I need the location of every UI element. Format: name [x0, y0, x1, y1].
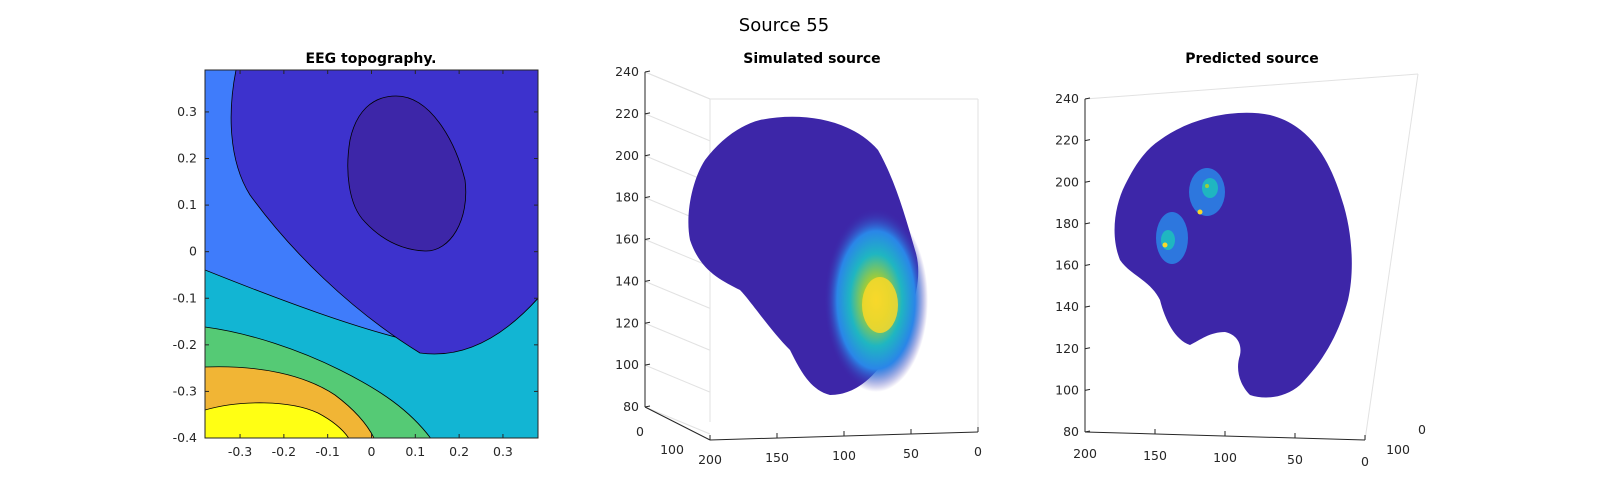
predicted-hotspot-peak-1: [1197, 209, 1203, 215]
x-tick-label: 50: [903, 446, 919, 461]
predicted-hotspot-peak-3: [1205, 184, 1209, 188]
z-tick: [644, 70, 651, 73]
topo-xtick-label: -0.2: [272, 444, 296, 459]
z-tick-label: 120: [1055, 341, 1079, 356]
box-grid-z: [644, 406, 711, 435]
y-tick-label: 0: [1418, 422, 1426, 437]
z-tick-label: 80: [1063, 424, 1079, 439]
x-tick-label: 200: [1073, 446, 1097, 461]
topo-ytick-label: -0.3: [173, 383, 197, 398]
box-grid-z: [644, 71, 711, 100]
z-tick: [644, 405, 651, 408]
z-tick-label: 100: [615, 357, 639, 372]
box-grid-z: [644, 280, 711, 309]
topo-ytick-label: 0.1: [177, 197, 197, 212]
z-tick: [1084, 430, 1091, 433]
predicted-hotspot-lower-core: [1161, 230, 1175, 250]
z-tick: [1084, 139, 1091, 142]
contour-level-5: [205, 402, 350, 438]
z-tick-label: 160: [1055, 258, 1079, 273]
z-tick: [1084, 388, 1091, 391]
simulated-ticks: 80 100 120 140 160 180 200 220 240 200 150 100 50 0 0 1…: [615, 64, 982, 467]
topography-ticks: -0.3 -0.2 -0.1 0 0.1 0.2 0.3 -0.4 -0.3 -0.2 -0.1 0 0…: [173, 70, 538, 459]
topo-xtick-label: 0.3: [493, 444, 513, 459]
z-tick: [644, 238, 651, 240]
z-tick: [644, 363, 651, 366]
box-grid-z: [644, 364, 711, 393]
z-tick: [1084, 347, 1091, 350]
topography-panel: EEG topography. -0.3 -0.2 -0.1 0 0.1 0.2 0.3-0…: [173, 51, 539, 459]
topo-xtick-label: 0.1: [405, 444, 425, 459]
box-grid-z: [644, 113, 711, 142]
z-tick-label: 200: [1055, 174, 1079, 189]
z-tick: [644, 321, 651, 324]
predicted-source-panel: Predicted source 80 100 120 140 160 180 200 220…: [1055, 51, 1426, 469]
box-right-edge: [1364, 73, 1419, 441]
z-tick-label: 220: [615, 106, 639, 121]
topo-ytick-label: 0: [189, 244, 197, 259]
z-tick: [1084, 264, 1091, 266]
z-tick: [1084, 222, 1091, 225]
predicted-hotspot-upper-core: [1202, 178, 1218, 198]
topo-xtick-label: 0.2: [449, 444, 469, 459]
y-axis-line: [644, 406, 711, 441]
x-tick-label: 0: [1361, 454, 1369, 469]
z-tick-label: 220: [1055, 133, 1079, 148]
z-tick-label: 100: [1055, 382, 1079, 397]
z-tick-label: 120: [615, 315, 639, 330]
topo-xtick-label: 0: [368, 444, 376, 459]
figure-title: Source 55: [739, 15, 829, 36]
topography-title: EEG topography.: [306, 51, 437, 67]
z-tick-label: 240: [615, 64, 639, 79]
x-tick-label: 200: [698, 452, 722, 467]
x-tick-label: 150: [1143, 448, 1167, 463]
topo-xtick-label: -0.3: [228, 444, 252, 459]
simulated-source-panel: Simulated source 80 100 120 140 160 180 200 220…: [615, 51, 982, 467]
topography-contours: [205, 70, 538, 438]
predicted-brain-body: [1114, 112, 1352, 398]
z-tick-label: 160: [615, 232, 639, 247]
y-tick-label: 0: [636, 424, 644, 439]
topo-xtick-label: -0.1: [315, 444, 339, 459]
x-tick-label: 0: [974, 444, 982, 459]
topo-ytick-label: 0.3: [177, 104, 197, 119]
z-tick: [644, 154, 651, 157]
y-tick-label: 100: [660, 442, 684, 457]
predicted-source-title: Predicted source: [1185, 51, 1318, 67]
predicted-hotspot: [1156, 168, 1225, 264]
z-tick-label: 240: [1055, 91, 1079, 106]
z-tick-label: 80: [623, 399, 639, 414]
z-tick-label: 200: [615, 148, 639, 163]
box-grid-z: [644, 239, 711, 267]
simulated-source-title: Simulated source: [743, 51, 880, 67]
predicted-brain-cloud: [1114, 112, 1352, 398]
z-tick-label: 140: [1055, 299, 1079, 314]
topo-ytick-label: -0.2: [173, 337, 197, 352]
contour-level-7: [347, 95, 467, 252]
x-tick-label: 100: [1213, 450, 1237, 465]
z-tick-label: 180: [1055, 216, 1079, 231]
x-tick-label: 50: [1287, 452, 1303, 467]
z-tick: [644, 279, 651, 282]
z-tick: [1084, 180, 1091, 183]
z-tick: [644, 196, 651, 199]
z-tick-label: 140: [615, 273, 639, 288]
simulated-brain-cloud: [688, 116, 928, 395]
topo-ytick-label: -0.4: [173, 430, 197, 445]
z-tick: [1084, 305, 1091, 308]
z-tick: [1084, 97, 1091, 100]
y-tick-label: 100: [1386, 442, 1410, 457]
box-grid-z: [644, 322, 711, 351]
simulated-hotspot-core: [862, 277, 898, 333]
x-tick-label: 150: [765, 450, 789, 465]
x-tick-label: 100: [832, 448, 856, 463]
z-tick-label: 180: [615, 190, 639, 205]
topo-ytick-label: 0.2: [177, 151, 197, 166]
topo-ytick-label: -0.1: [173, 290, 197, 305]
predicted-hotspot-peak-2: [1162, 242, 1168, 248]
z-tick: [644, 112, 651, 115]
